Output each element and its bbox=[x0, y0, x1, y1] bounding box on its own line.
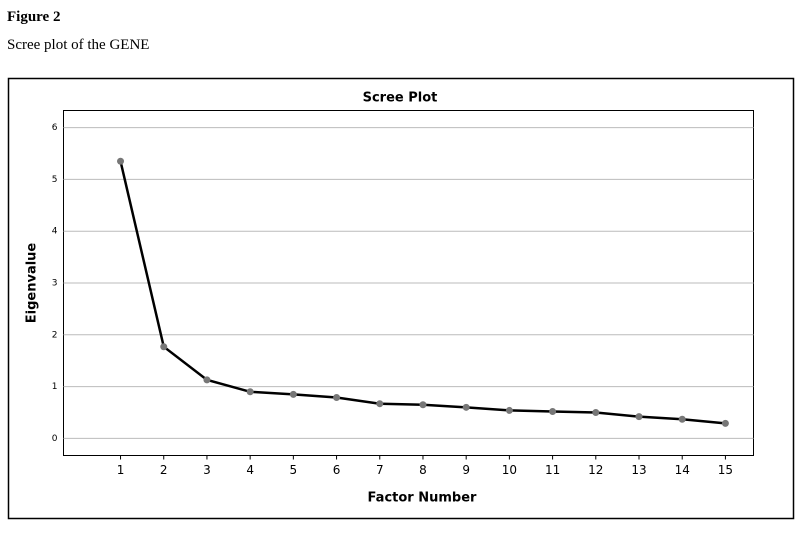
x-tick-label: 5 bbox=[290, 463, 298, 477]
x-tick-label: 3 bbox=[203, 463, 211, 477]
y-tick-label: 0 bbox=[52, 434, 58, 444]
point bbox=[549, 407, 557, 415]
x-tick-label: 15 bbox=[718, 463, 733, 477]
x-tick-label: 9 bbox=[462, 463, 470, 477]
y-tick-label: 6 bbox=[52, 123, 58, 133]
y-tick-label: 1 bbox=[52, 382, 58, 392]
x-tick-label: 6 bbox=[333, 463, 341, 477]
x-tick-label: 14 bbox=[675, 463, 690, 477]
figure-label: Figure 2 bbox=[7, 9, 61, 25]
point bbox=[117, 157, 125, 165]
x-tick-label: 11 bbox=[545, 463, 560, 477]
point bbox=[462, 403, 470, 411]
x-tick-label: 8 bbox=[419, 463, 427, 477]
chart-frame bbox=[7, 77, 795, 520]
x-tick-label: 12 bbox=[588, 463, 603, 477]
point bbox=[721, 419, 729, 427]
point bbox=[160, 343, 168, 351]
x-tick-label: 10 bbox=[502, 463, 517, 477]
point bbox=[333, 393, 341, 401]
chart-title: Scree Plot bbox=[363, 91, 438, 106]
y-tick-label: 3 bbox=[52, 279, 58, 289]
x-tick-label: 2 bbox=[160, 463, 168, 477]
point bbox=[203, 376, 211, 384]
point bbox=[419, 401, 427, 409]
point bbox=[678, 415, 686, 423]
point bbox=[246, 388, 254, 396]
x-tick-label: 13 bbox=[631, 463, 646, 477]
point bbox=[505, 406, 513, 414]
figure-caption: Scree plot of the GENE bbox=[7, 37, 150, 53]
point bbox=[592, 409, 600, 417]
y-axis-label: Eigenvalue bbox=[25, 243, 40, 324]
point bbox=[289, 390, 297, 398]
x-tick-label: 4 bbox=[246, 463, 254, 477]
y-tick-label: 2 bbox=[52, 330, 58, 340]
y-tick-label: 5 bbox=[52, 175, 58, 185]
x-tick-label: 1 bbox=[117, 463, 125, 477]
x-axis-label: Factor Number bbox=[368, 491, 477, 506]
point bbox=[635, 413, 643, 421]
y-tick-label: 4 bbox=[52, 227, 58, 237]
x-tick-label: 7 bbox=[376, 463, 384, 477]
point bbox=[376, 400, 384, 408]
